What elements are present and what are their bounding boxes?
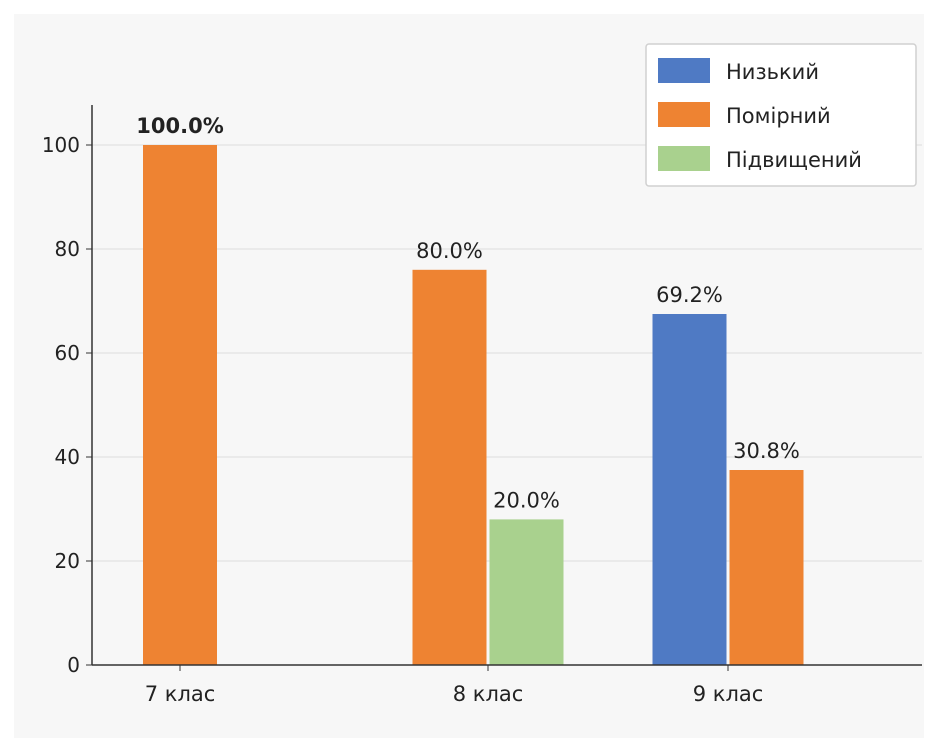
data-label: 80.0% [416,239,483,263]
data-labels: 100.0% 80.0% 20.0% 69.2% 30.8% [136,114,800,512]
y-tick-label: 20 [55,549,80,573]
y-tick-label: 0 [67,653,80,677]
y-tick-label: 80 [55,237,80,261]
bars [143,145,804,665]
legend-swatch [658,58,710,83]
y-tick-label: 40 [55,445,80,469]
y-tick-label: 100 [42,133,80,157]
legend-label: Низький [726,60,819,84]
axes: 0 20 40 60 80 100 7 клас 8 клас 9 клас [42,105,922,706]
data-label: 69.2% [656,283,723,307]
legend: Низький Помірний Підвищений [645,43,917,187]
data-label: 30.8% [733,439,800,463]
legend-box [645,43,917,187]
bar [652,314,727,665]
bar [412,269,487,665]
legend-label: Помірний [726,104,831,128]
legend-swatch [658,146,710,171]
x-tick-label: 7 клас [145,682,216,706]
bar [489,519,564,665]
x-tick-label: 9 клас [693,682,764,706]
legend-label: Підвищений [726,148,862,172]
data-label: 20.0% [493,488,560,512]
legend-swatch [658,102,710,127]
bar [143,145,217,665]
y-tick-label: 60 [55,341,80,365]
data-label: 100.0% [136,114,223,138]
x-tick-label: 8 клас [453,682,524,706]
bar [729,470,804,665]
